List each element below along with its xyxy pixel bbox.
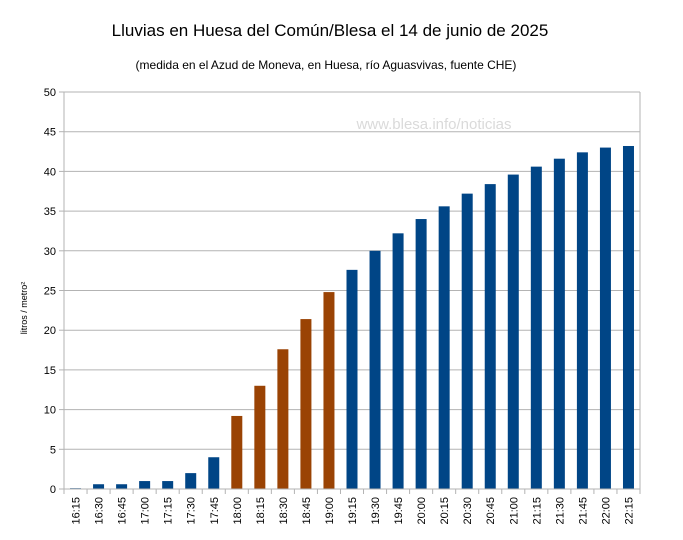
bar-2015 bbox=[438, 206, 450, 489]
bar-1645 bbox=[116, 484, 128, 489]
x-tick-label: 18:30 bbox=[278, 497, 290, 525]
bar-1845 bbox=[300, 319, 312, 489]
bar-2130 bbox=[553, 158, 565, 490]
x-tick-label: 21:00 bbox=[508, 497, 520, 525]
x-tick-label: 21:15 bbox=[531, 497, 543, 525]
bar-2045 bbox=[484, 184, 496, 489]
bar-1945 bbox=[392, 233, 404, 489]
bar-1800 bbox=[231, 415, 243, 489]
bar-1730 bbox=[185, 473, 197, 489]
bars bbox=[70, 145, 634, 490]
x-tick-label: 16:45 bbox=[117, 497, 129, 525]
bar-2145 bbox=[576, 152, 588, 489]
x-tick-label: 21:30 bbox=[554, 497, 566, 525]
bar-1930 bbox=[369, 250, 381, 489]
x-tick-label: 17:30 bbox=[186, 497, 198, 525]
bar-1830 bbox=[277, 349, 289, 489]
x-tick-label: 21:45 bbox=[577, 497, 589, 525]
x-tick-label: 20:15 bbox=[439, 497, 451, 525]
bar-2200 bbox=[599, 147, 611, 489]
x-tick-labels: 16:15 16:30 16:45 17:00 17:15 17:30 17:45 18:00… bbox=[71, 497, 636, 525]
y-tick-label: 20 bbox=[44, 325, 56, 337]
bar-1700 bbox=[139, 481, 151, 489]
x-tick-label: 18:15 bbox=[255, 497, 267, 525]
x-tick-label: 19:30 bbox=[370, 497, 382, 525]
chart-title: Lluvias en Huesa del Común/Blesa el 14 d… bbox=[112, 21, 549, 40]
bar-2215 bbox=[622, 145, 634, 489]
bar-1900 bbox=[323, 292, 335, 489]
x-tick-label: 18:00 bbox=[232, 497, 244, 525]
y-tick-label: 35 bbox=[44, 206, 56, 218]
y-tick-label: 40 bbox=[44, 166, 56, 178]
bar-1745 bbox=[208, 457, 220, 489]
bar-2100 bbox=[507, 174, 519, 490]
bar-1715 bbox=[162, 481, 174, 489]
x-tick-label: 20:00 bbox=[416, 497, 428, 525]
x-tick-label: 22:00 bbox=[600, 497, 612, 525]
x-tick-label: 17:15 bbox=[163, 497, 175, 525]
y-tick-label: 25 bbox=[44, 286, 56, 298]
x-tick-label: 17:00 bbox=[140, 497, 152, 525]
bar-1630 bbox=[93, 484, 105, 489]
x-tick-label: 17:45 bbox=[209, 497, 221, 525]
y-tick-labels: 0 5 10 15 20 25 30 35 40 45 50 bbox=[44, 87, 56, 496]
axes bbox=[59, 91, 641, 494]
y-tick-label: 0 bbox=[50, 484, 56, 496]
chart-subtitle: (medida en el Azud de Moneva, en Huesa, … bbox=[136, 58, 517, 72]
y-tick-label: 30 bbox=[44, 246, 56, 258]
y-tick-label: 45 bbox=[44, 127, 56, 139]
x-tick-label: 18:45 bbox=[301, 497, 313, 525]
x-tick-label: 20:45 bbox=[485, 497, 497, 525]
y-axis-label: litros / metro² bbox=[19, 282, 29, 335]
y-tick-label: 10 bbox=[44, 405, 56, 417]
watermark: www.blesa.info/noticias bbox=[355, 116, 511, 133]
x-tick-label: 19:45 bbox=[393, 497, 405, 525]
bar-2000 bbox=[415, 219, 427, 490]
x-tick-label: 19:15 bbox=[347, 497, 359, 525]
x-tick-label: 20:30 bbox=[462, 497, 474, 525]
bar-2030 bbox=[461, 193, 473, 489]
x-tick-label: 22:15 bbox=[623, 497, 635, 525]
bar-2115 bbox=[530, 166, 542, 490]
x-tick-label: 16:15 bbox=[71, 497, 83, 525]
bar-1915 bbox=[346, 269, 358, 489]
y-tick-label: 50 bbox=[44, 87, 56, 99]
bar-1815 bbox=[254, 385, 266, 489]
x-tick-label: 16:30 bbox=[94, 497, 106, 525]
y-tick-label: 5 bbox=[50, 444, 56, 456]
x-tick-label: 19:00 bbox=[324, 497, 336, 525]
y-tick-label: 15 bbox=[44, 365, 56, 377]
